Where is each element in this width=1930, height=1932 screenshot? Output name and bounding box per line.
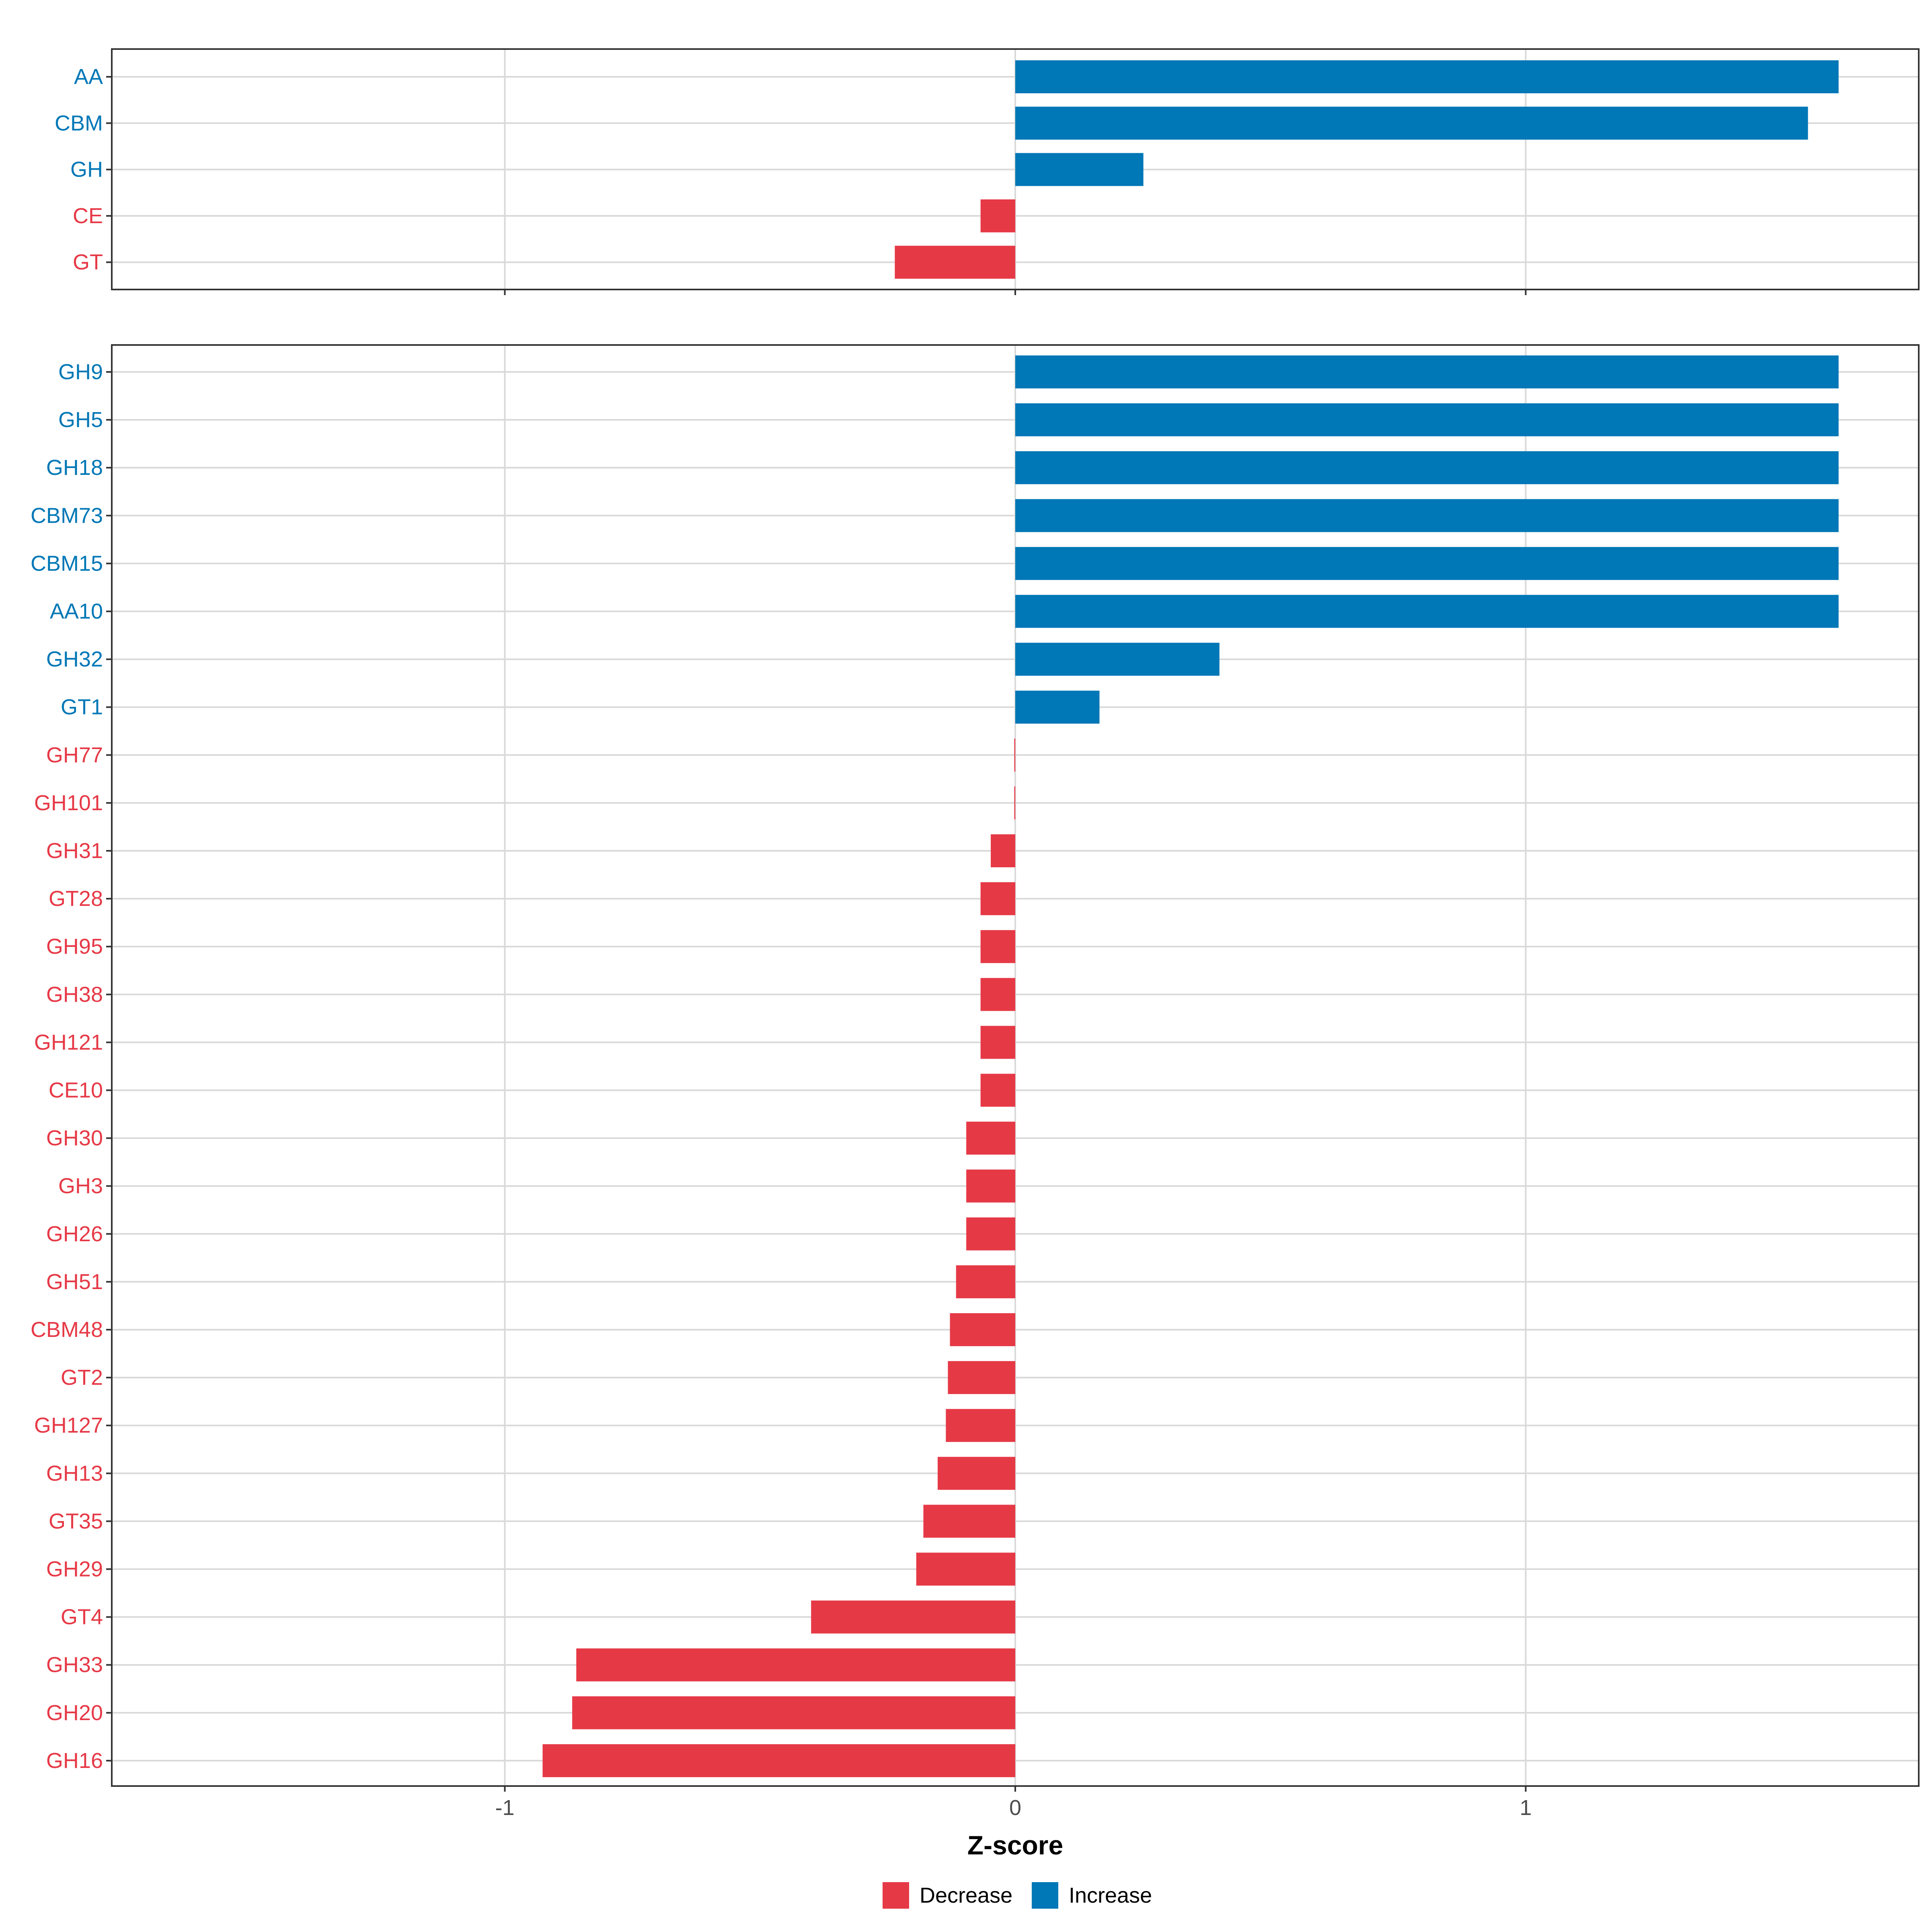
bar-GH30 [966, 1121, 1015, 1155]
y-tick-label-CBM73: CBM73 [31, 503, 103, 528]
legend-key-decrease [883, 1882, 909, 1909]
y-tick-label-GH95: GH95 [46, 934, 103, 959]
y-tick-label-GH30: GH30 [46, 1126, 103, 1150]
y-tick-label-CE: CE [73, 204, 103, 228]
y-tick-label-AA10: AA10 [50, 600, 103, 624]
bar-GH127 [946, 1409, 1015, 1442]
bar-CBM [1015, 107, 1808, 140]
panel-bottom: GH9 GH5 GH18 CBM73 CBM15 AA10 GH32 GT1 GH77 GH101… [31, 344, 1920, 1792]
y-tick-label-GH18: GH18 [46, 456, 103, 480]
bar-GH18 [1015, 451, 1839, 485]
y-tick-label-GH121: GH121 [34, 1030, 103, 1054]
y-tick-label-GH101: GH101 [34, 791, 103, 815]
x-tick-label-2: 1 [1519, 1796, 1532, 1820]
y-tick-label-GT4: GT4 [61, 1605, 103, 1629]
x-tick-label-1: 0 [1009, 1796, 1021, 1820]
legend: Decrease Increase [883, 1882, 1152, 1909]
x-axis-title: Z-score [967, 1830, 1063, 1860]
bar-GH26 [966, 1217, 1015, 1250]
y-tick-label-GH16: GH16 [46, 1749, 103, 1773]
y-tick-label-GH32: GH32 [46, 647, 103, 671]
y-tick-label-GH29: GH29 [46, 1557, 103, 1581]
bar-GT35 [923, 1505, 1015, 1538]
y-tick-label-GH5: GH5 [58, 408, 103, 432]
bar-GH5 [1015, 403, 1839, 437]
y-tick-label-GH77: GH77 [46, 743, 103, 767]
y-tick-label-GH3: GH3 [58, 1174, 103, 1198]
y-tick-label-GH9: GH9 [58, 360, 103, 384]
bar-GT4 [811, 1600, 1015, 1634]
y-tick-label-GT28: GT28 [49, 887, 103, 911]
panel-border [111, 48, 1920, 290]
bar-GT2 [948, 1361, 1015, 1394]
bar-GH31 [991, 834, 1015, 867]
bar-CBM48 [950, 1313, 1015, 1346]
legend-label-increase: Increase [1069, 1883, 1152, 1907]
y-tick-label-GH31: GH31 [46, 839, 103, 863]
y-tick-label-GH26: GH26 [46, 1222, 103, 1246]
bar-GH13 [938, 1457, 1015, 1490]
bar-GH3 [966, 1169, 1015, 1203]
bar-CBM73 [1015, 499, 1839, 532]
bar-GH121 [980, 1026, 1015, 1059]
y-tick-label-GT1: GT1 [61, 695, 103, 719]
y-tick-label-GH33: GH33 [46, 1653, 103, 1677]
bar-GH29 [916, 1552, 1015, 1586]
bar-GH33 [576, 1648, 1015, 1682]
bar-GH101 [1014, 786, 1015, 819]
y-tick-label-GH51: GH51 [46, 1270, 103, 1294]
bar-AA [1015, 60, 1839, 93]
y-tick-label-AA: AA [74, 65, 103, 89]
bar-GH51 [956, 1265, 1015, 1298]
y-tick-label-GT: GT [73, 250, 103, 274]
panel-border [111, 344, 1920, 1787]
y-tick-label-GT35: GT35 [49, 1509, 103, 1533]
y-tick-label-GH38: GH38 [46, 982, 103, 1006]
bar-CE10 [980, 1074, 1015, 1107]
y-tick-label-GH13: GH13 [46, 1461, 103, 1485]
bar-GH [1015, 153, 1144, 186]
y-tick-label-CE10: CE10 [49, 1078, 103, 1103]
legend-label-decrease: Decrease [920, 1883, 1012, 1907]
bar-GH9 [1015, 355, 1839, 388]
bar-GH77 [1014, 738, 1015, 772]
panel-top: AA CBM GH CE GT [55, 48, 1920, 295]
bar-GT28 [980, 882, 1015, 916]
y-tick-label-GT2: GT2 [61, 1365, 103, 1390]
y-tick-label-CBM: CBM [55, 111, 103, 135]
bar-GH32 [1015, 643, 1220, 676]
y-tick-label-GH: GH [70, 158, 103, 182]
y-tick-label-CBM15: CBM15 [31, 551, 103, 575]
y-tick-label-GH20: GH20 [46, 1701, 103, 1725]
bar-GT [895, 246, 1015, 279]
x-tick-label-0: -1 [495, 1796, 515, 1820]
bar-GH95 [980, 930, 1015, 963]
bar-GT1 [1015, 690, 1100, 724]
bar-CBM15 [1015, 547, 1839, 580]
bar-GH20 [572, 1696, 1015, 1729]
y-tick-label-GH127: GH127 [34, 1413, 103, 1437]
bar-CE [980, 199, 1015, 232]
bar-GH16 [542, 1744, 1015, 1777]
y-tick-label-CBM48: CBM48 [31, 1318, 103, 1342]
bar-AA10 [1015, 595, 1839, 628]
bar-GH38 [980, 978, 1015, 1011]
legend-key-increase [1032, 1882, 1058, 1909]
